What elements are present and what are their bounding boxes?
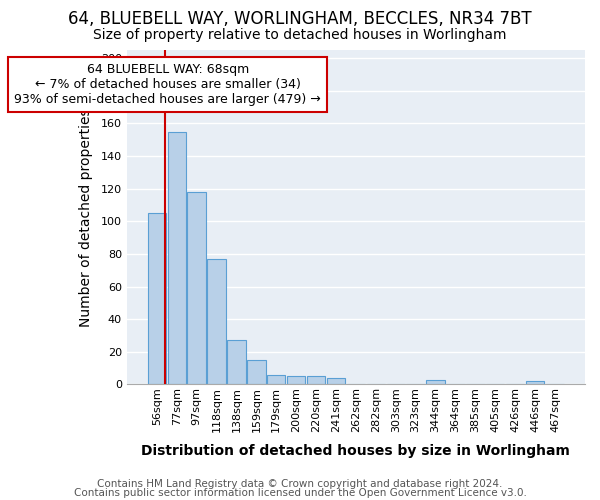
Bar bbox=[307, 376, 325, 384]
Bar bbox=[167, 132, 186, 384]
Bar bbox=[148, 213, 166, 384]
Y-axis label: Number of detached properties: Number of detached properties bbox=[79, 108, 92, 326]
Text: Contains HM Land Registry data © Crown copyright and database right 2024.: Contains HM Land Registry data © Crown c… bbox=[97, 479, 503, 489]
Bar bbox=[247, 360, 266, 384]
Text: 64, BLUEBELL WAY, WORLINGHAM, BECCLES, NR34 7BT: 64, BLUEBELL WAY, WORLINGHAM, BECCLES, N… bbox=[68, 10, 532, 28]
Bar bbox=[267, 374, 286, 384]
Text: 64 BLUEBELL WAY: 68sqm
← 7% of detached houses are smaller (34)
93% of semi-deta: 64 BLUEBELL WAY: 68sqm ← 7% of detached … bbox=[14, 63, 321, 106]
Bar bbox=[187, 192, 206, 384]
X-axis label: Distribution of detached houses by size in Worlingham: Distribution of detached houses by size … bbox=[142, 444, 571, 458]
Bar bbox=[427, 380, 445, 384]
Text: Contains public sector information licensed under the Open Government Licence v3: Contains public sector information licen… bbox=[74, 488, 526, 498]
Bar bbox=[327, 378, 345, 384]
Bar bbox=[208, 259, 226, 384]
Bar bbox=[227, 340, 245, 384]
Bar bbox=[287, 376, 305, 384]
Text: Size of property relative to detached houses in Worlingham: Size of property relative to detached ho… bbox=[93, 28, 507, 42]
Bar bbox=[526, 381, 544, 384]
